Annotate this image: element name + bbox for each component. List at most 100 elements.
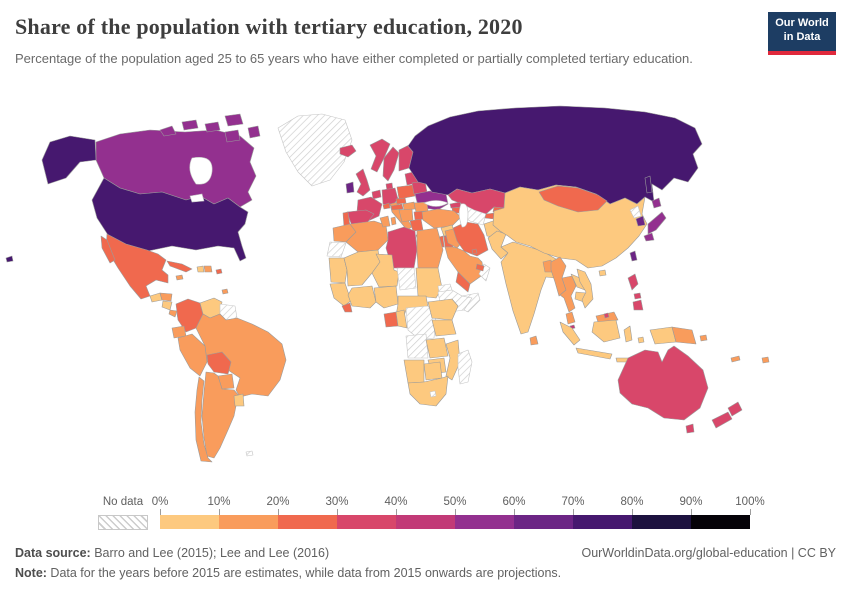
map-country-oman[interactable]	[478, 263, 491, 282]
map-country-japan[interactable]	[643, 197, 667, 242]
legend-bin-60-70%[interactable]	[514, 515, 573, 529]
map-country-niger[interactable]	[371, 253, 400, 288]
map-country-netherlands-belgium[interactable]	[371, 189, 382, 200]
map-country-china-hainan[interactable]	[598, 269, 607, 277]
map-country-usa-alaska[interactable]	[41, 135, 97, 185]
map-country-switzerland[interactable]	[382, 202, 391, 210]
map-country-zambia[interactable]	[425, 337, 449, 359]
map-country-angola[interactable]	[405, 333, 429, 359]
map-country-north-korea[interactable]	[629, 205, 642, 219]
map-country-papua-new-guinea[interactable]	[671, 326, 708, 345]
map-country-balkans[interactable]	[398, 208, 414, 223]
map-country-namibia[interactable]	[403, 359, 425, 384]
legend-tick-label-50%: 50%	[443, 496, 467, 508]
map-country-costa-rica[interactable]	[168, 309, 178, 318]
map-country-turkey[interactable]	[421, 208, 462, 229]
map-country-mozambique[interactable]	[445, 339, 461, 381]
map-country-brunei[interactable]	[603, 312, 610, 319]
map-country-sweden[interactable]	[382, 146, 400, 182]
map-country-yemen[interactable]	[455, 271, 471, 293]
map-country-somalia[interactable]	[461, 292, 481, 313]
legend-bin-70-80%[interactable]	[573, 515, 632, 529]
map-country-botswana[interactable]	[423, 361, 443, 381]
legend-bin-80-90%[interactable]	[632, 515, 691, 529]
map-country-algeria[interactable]	[345, 220, 389, 253]
owid-link[interactable]: OurWorldinData.org/global-education | CC…	[581, 546, 836, 560]
map-country-sri-lanka[interactable]	[529, 335, 539, 346]
map-country-ghana-ivory[interactable]	[347, 285, 377, 309]
map-country-new-zealand[interactable]	[711, 401, 743, 429]
legend-no-data[interactable]: No data	[98, 496, 148, 532]
map-country-uae[interactable]	[475, 263, 485, 272]
map-country-haiti[interactable]	[196, 265, 205, 273]
legend-bin-10-20%[interactable]	[219, 515, 278, 529]
map-country-drc[interactable]	[405, 305, 437, 341]
map-country-madagascar[interactable]	[457, 349, 473, 385]
map-country-south-africa[interactable]	[407, 375, 449, 407]
map-country-puerto-rico[interactable]	[215, 268, 223, 275]
map-country-australia[interactable]	[617, 345, 709, 434]
map-country-liberia[interactable]	[341, 302, 353, 313]
map-country-jamaica[interactable]	[175, 274, 184, 281]
map-country-lesotho[interactable]	[429, 390, 437, 398]
map-country-canada-arctic[interactable]	[159, 113, 261, 143]
map-country-nicaragua[interactable]	[161, 300, 173, 311]
map-country-nigeria[interactable]	[373, 285, 399, 309]
map-country-iran[interactable]	[452, 221, 489, 257]
map-country-western-sahara[interactable]	[326, 241, 347, 258]
map-country-tanzania[interactable]	[431, 319, 457, 337]
map-country-new-caledonia[interactable]	[730, 355, 741, 363]
map-country-malaysia[interactable]	[565, 311, 576, 325]
map-country-mauritania[interactable]	[328, 257, 348, 284]
legend-bin-90-100%[interactable]	[691, 515, 750, 529]
map-country-greenland[interactable]	[277, 113, 353, 187]
map-country-norway[interactable]	[369, 138, 391, 173]
map-country-kuwait[interactable]	[471, 248, 478, 255]
map-country-uruguay[interactable]	[233, 393, 245, 407]
legend-tick-label-100%: 100%	[735, 496, 765, 508]
map-country-chad[interactable]	[396, 267, 417, 291]
map-country-mexico[interactable]	[105, 233, 169, 300]
map-country-gabon[interactable]	[383, 311, 399, 328]
legend-bin-40-50%[interactable]	[396, 515, 455, 529]
map-country-dominican-republic[interactable]	[203, 265, 213, 273]
map-country-egypt[interactable]	[416, 227, 444, 269]
map-country-south-korea[interactable]	[635, 215, 646, 227]
owid-logo-line1: Our World	[775, 17, 829, 29]
legend-bin-20-30%[interactable]	[278, 515, 337, 529]
map-country-iceland[interactable]	[339, 144, 357, 158]
map-country-peru[interactable]	[177, 333, 208, 377]
legend-bar	[160, 515, 750, 529]
map-country-mexico-baja[interactable]	[100, 235, 116, 264]
map-country-uk[interactable]	[355, 168, 371, 197]
map-country-uganda-kenya[interactable]	[427, 298, 459, 321]
map-country-trinidad[interactable]	[221, 288, 229, 295]
legend-tick-label-80%: 80%	[620, 496, 644, 508]
legend-bin-30-40%[interactable]	[337, 515, 396, 529]
map-country-mongolia[interactable]	[538, 185, 608, 213]
map-country-mali[interactable]	[343, 249, 381, 287]
map-country-tunisia[interactable]	[379, 215, 391, 228]
map-country-cuba[interactable]	[166, 260, 193, 273]
map-country-russia-sakhalin[interactable]	[644, 175, 653, 194]
legend-bin-0-10%[interactable]	[160, 515, 219, 529]
map-country-honduras[interactable]	[159, 292, 173, 302]
map-country-argentina[interactable]	[201, 371, 241, 459]
map-country-bolivia[interactable]	[206, 351, 232, 375]
owid-logo[interactable]: Our World in Data	[768, 12, 836, 55]
map-country-myanmar[interactable]	[550, 256, 567, 297]
map-country-falkland[interactable]	[245, 450, 254, 457]
map-country-fiji[interactable]	[761, 356, 770, 364]
map-country-ireland[interactable]	[345, 181, 355, 194]
map-country-congo[interactable]	[395, 309, 408, 329]
legend-bin-50-60%[interactable]	[455, 515, 514, 529]
map-country-philippines[interactable]	[627, 273, 644, 311]
map-country-saudi-arabia[interactable]	[444, 246, 485, 285]
map-country-chile[interactable]	[194, 376, 213, 463]
map-country-hungary[interactable]	[402, 201, 416, 211]
map-country-austria[interactable]	[390, 203, 404, 211]
map-country-poland[interactable]	[396, 184, 416, 200]
map-country-vietnam[interactable]	[576, 268, 594, 309]
map-country-usa-hawaii[interactable]	[5, 255, 14, 263]
map-country-taiwan[interactable]	[629, 250, 638, 262]
